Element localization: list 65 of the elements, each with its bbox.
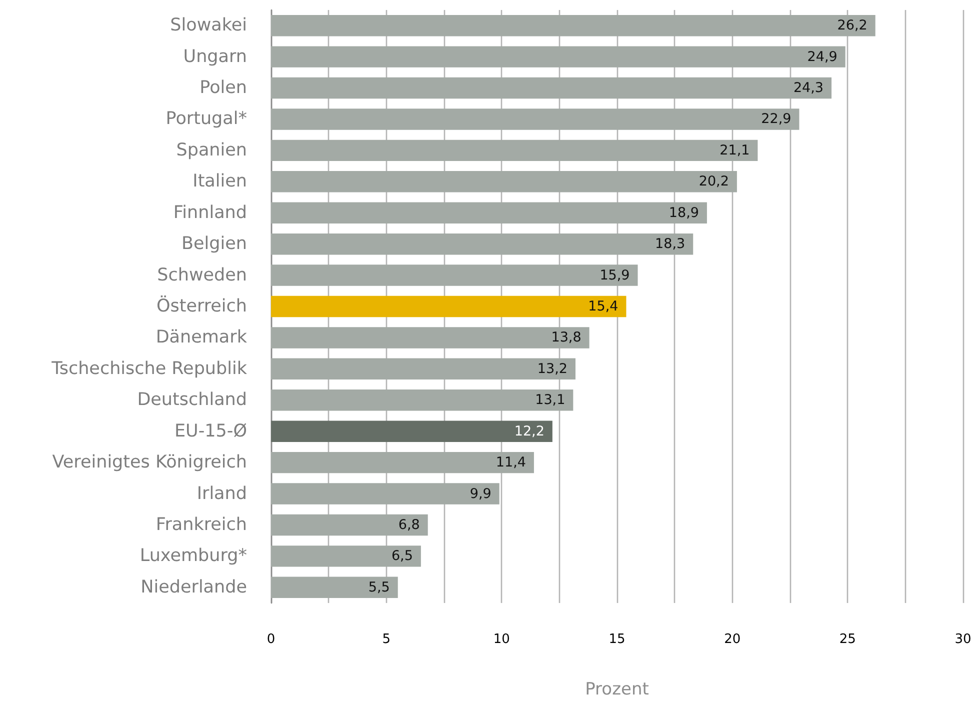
data-label: 13,8 <box>551 330 582 346</box>
y-tick-label: Belgien <box>182 234 247 254</box>
data-label: 9,9 <box>470 486 492 502</box>
bar <box>271 576 398 598</box>
data-label: 13,2 <box>537 360 568 377</box>
bar <box>271 14 876 36</box>
y-tick-label: Italien <box>192 172 247 192</box>
data-label: 22,9 <box>761 111 792 128</box>
bar <box>271 171 737 192</box>
y-tick-label: Frankreich <box>156 514 247 535</box>
y-tick-label: Österreich <box>156 296 247 316</box>
x-tick-label: 20 <box>724 632 741 647</box>
y-tick-label: Schweden <box>157 265 247 286</box>
y-tick-label: Irland <box>196 484 247 504</box>
y-tick-label: Niederlande <box>140 577 247 598</box>
y-tick-label: Spanien <box>176 140 247 160</box>
bar <box>271 327 590 348</box>
x-tick-label: 25 <box>839 632 856 647</box>
data-label: 26,2 <box>837 18 868 34</box>
bar <box>271 390 574 411</box>
data-label: 15,9 <box>600 267 630 284</box>
y-tick-label: Finnland <box>173 202 247 223</box>
bar <box>271 140 758 162</box>
data-label: 15,4 <box>588 298 618 314</box>
y-tick-label: Dänemark <box>156 328 248 348</box>
bar <box>271 514 428 536</box>
x-tick-label: 10 <box>493 632 510 647</box>
y-tick-label: Ungarn <box>183 46 247 67</box>
bar <box>271 108 800 130</box>
data-label: 6,8 <box>398 516 420 533</box>
bar <box>271 546 421 567</box>
data-label: 18,9 <box>668 204 699 221</box>
x-tick-label: 0 <box>266 632 276 647</box>
bar <box>271 77 832 99</box>
bar <box>271 420 552 442</box>
bar <box>271 358 576 380</box>
data-label: 12,2 <box>514 423 544 440</box>
data-label: 18,3 <box>655 236 686 252</box>
data-label: 11,4 <box>496 454 526 471</box>
bar <box>271 483 500 504</box>
y-tick-label: Polen <box>200 78 247 98</box>
y-tick-label: Luxemburg* <box>140 546 248 566</box>
x-axis-title: Prozent <box>585 680 650 700</box>
y-tick-label: Portugal* <box>166 109 248 130</box>
data-label: 6,5 <box>391 548 413 564</box>
bar <box>271 264 638 286</box>
bar <box>271 202 707 224</box>
data-label: 13,1 <box>535 392 566 408</box>
bar <box>271 296 626 318</box>
y-tick-label: Slowakei <box>170 16 247 36</box>
x-tick-label: 15 <box>608 632 626 647</box>
y-tick-label: Deutschland <box>137 390 247 410</box>
data-label: 20,2 <box>698 174 729 190</box>
x-tick-label: 5 <box>382 632 390 647</box>
data-label: 5,5 <box>368 579 390 596</box>
y-tick-label: Vereinigtes Königreich <box>52 452 247 473</box>
bar <box>271 233 694 255</box>
data-label: 24,3 <box>793 80 824 96</box>
data-label: 21,1 <box>720 142 750 158</box>
data-label: 24,9 <box>807 48 838 65</box>
x-tick-label: 30 <box>954 632 972 647</box>
bar <box>271 46 846 68</box>
y-tick-label: Tschechische Republik <box>50 358 248 379</box>
bar <box>271 452 534 474</box>
y-tick-label: EU-15-Ø <box>174 421 247 442</box>
